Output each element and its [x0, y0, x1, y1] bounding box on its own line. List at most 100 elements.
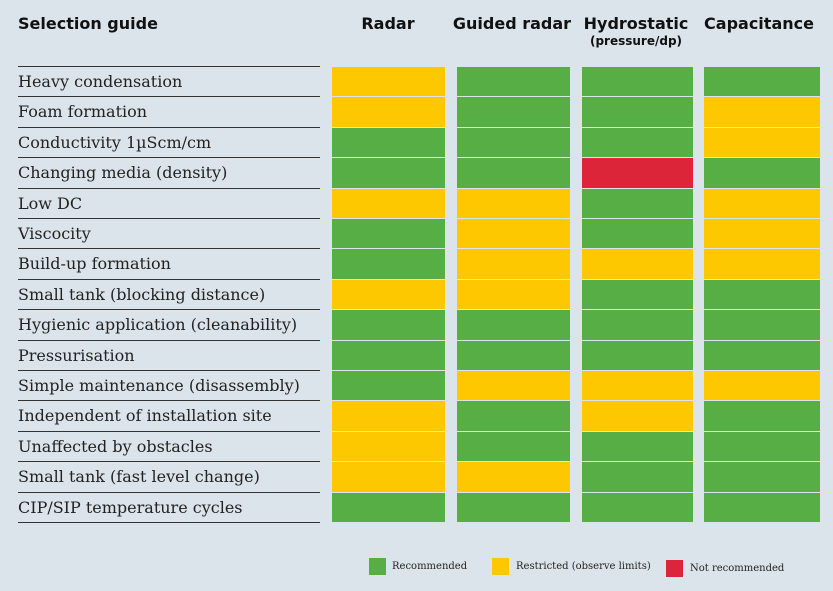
rating-cell-recommended: [332, 371, 445, 400]
row-divider: [18, 461, 320, 462]
column-header: Radar: [308, 14, 468, 33]
rating-cell-recommended: [704, 493, 820, 522]
rating-cell-recommended: [704, 158, 820, 188]
row-divider: [18, 66, 320, 67]
row-divider: [18, 370, 320, 371]
rating-cell-not-recommended: [582, 158, 693, 188]
rating-cell-recommended: [582, 97, 693, 127]
rating-cell-restricted: [332, 189, 445, 218]
rating-cell-recommended: [457, 310, 570, 340]
rating-cell-restricted: [332, 401, 445, 431]
rating-cell-restricted: [582, 249, 693, 279]
row-label: Simple maintenance (disassembly): [18, 376, 300, 395]
rating-cell-recommended: [457, 97, 570, 127]
rating-cell-recommended: [704, 462, 820, 492]
legend-label: Restricted (observe limits): [516, 561, 651, 572]
rating-cell-recommended: [582, 493, 693, 522]
rating-cell-restricted: [332, 280, 445, 309]
rating-cell-restricted: [704, 128, 820, 157]
rating-cell-recommended: [457, 67, 570, 96]
row-divider: [18, 188, 320, 189]
row-label: Changing media (density): [18, 163, 228, 182]
row-divider: [18, 127, 320, 128]
column-header-label: Guided radar: [452, 14, 572, 33]
rating-cell-recommended: [704, 341, 820, 370]
rating-cell-recommended: [457, 158, 570, 188]
row-divider: [18, 340, 320, 341]
column-header: Capacitance: [679, 14, 833, 33]
rating-cell-restricted: [704, 97, 820, 127]
column-header: Guided radar: [432, 14, 592, 33]
row-label: Viscocity: [18, 224, 91, 243]
column-header-label: Hydrostatic: [583, 14, 689, 33]
rating-cell-recommended: [332, 310, 445, 340]
rating-cell-recommended: [582, 310, 693, 340]
rating-cell-recommended: [332, 158, 445, 188]
rating-cell-recommended: [457, 341, 570, 370]
rating-cell-recommended: [704, 67, 820, 96]
row-label: Heavy condensation: [18, 72, 183, 91]
rating-cell-restricted: [457, 249, 570, 279]
legend-swatch-not-recommended: [666, 560, 683, 577]
rating-cell-recommended: [582, 280, 693, 309]
rating-cell-recommended: [582, 67, 693, 96]
rating-cell-recommended: [332, 493, 445, 522]
row-label: Low DC: [18, 194, 83, 213]
row-label: Small tank (fast level change): [18, 467, 260, 486]
row-label: Conductivity 1µScm/cm: [18, 133, 212, 152]
rating-cell-restricted: [704, 189, 820, 218]
rating-cell-restricted: [332, 432, 445, 461]
rating-cell-recommended: [704, 310, 820, 340]
rating-cell-recommended: [457, 493, 570, 522]
row-divider: [18, 248, 320, 249]
row-divider: [18, 157, 320, 158]
rating-cell-recommended: [457, 401, 570, 431]
chart-title: Selection guide: [18, 14, 158, 33]
column-header-sublabel: (pressure/dp): [589, 34, 683, 48]
row-divider: [18, 522, 320, 523]
rating-cell-recommended: [704, 401, 820, 431]
rating-cell-restricted: [457, 219, 570, 248]
rating-cell-restricted: [457, 189, 570, 218]
row-divider: [18, 218, 320, 219]
rating-cell-restricted: [704, 219, 820, 248]
rating-cell-restricted: [704, 371, 820, 400]
rating-cell-recommended: [332, 128, 445, 157]
rating-cell-restricted: [704, 249, 820, 279]
row-label: Independent of installation site: [18, 406, 272, 425]
rating-cell-restricted: [582, 401, 693, 431]
row-divider: [18, 279, 320, 280]
row-divider: [18, 492, 320, 493]
rating-cell-restricted: [332, 97, 445, 127]
row-divider: [18, 96, 320, 97]
rating-cell-recommended: [582, 432, 693, 461]
legend-swatch-restricted: [492, 558, 509, 575]
row-label: Build-up formation: [18, 254, 171, 273]
row-label: Small tank (blocking distance): [18, 285, 266, 304]
row-label: CIP/SIP temperature cycles: [18, 498, 243, 517]
rating-cell-restricted: [457, 280, 570, 309]
rating-cell-recommended: [582, 341, 693, 370]
rating-cell-recommended: [457, 432, 570, 461]
rating-cell-recommended: [457, 128, 570, 157]
row-label: Unaffected by obstacles: [18, 437, 213, 456]
rating-cell-restricted: [457, 462, 570, 492]
column-header: Hydrostatic (pressure/dp): [556, 14, 716, 48]
rating-cell-recommended: [704, 280, 820, 309]
row-divider: [18, 431, 320, 432]
row-divider: [18, 309, 320, 310]
rating-cell-restricted: [457, 371, 570, 400]
column-header-label: Radar: [361, 14, 415, 33]
rating-cell-restricted: [332, 67, 445, 96]
row-divider: [18, 400, 320, 401]
legend-swatch-recommended: [369, 558, 386, 575]
rating-cell-recommended: [332, 249, 445, 279]
rating-cell-recommended: [704, 432, 820, 461]
rating-cell-restricted: [332, 462, 445, 492]
rating-cell-recommended: [582, 128, 693, 157]
legend-label: Not recommended: [690, 563, 785, 574]
rating-cell-recommended: [582, 189, 693, 218]
rating-cell-restricted: [582, 371, 693, 400]
row-label: Pressurisation: [18, 346, 135, 365]
row-label: Foam formation: [18, 102, 148, 121]
